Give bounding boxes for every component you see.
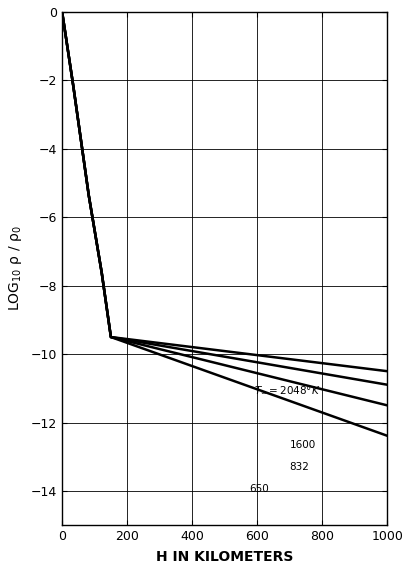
Text: $T_\infty = 2048°K$: $T_\infty = 2048°K$ xyxy=(253,384,319,396)
Y-axis label: $\mathrm{LOG_{10}\ \rho\ /\ \rho_0}$: $\mathrm{LOG_{10}\ \rho\ /\ \rho_0}$ xyxy=(7,226,24,311)
Text: 650: 650 xyxy=(248,484,268,494)
Text: 1600: 1600 xyxy=(289,440,315,450)
Text: 832: 832 xyxy=(289,462,309,472)
X-axis label: H IN KILOMETERS: H IN KILOMETERS xyxy=(155,550,292,564)
